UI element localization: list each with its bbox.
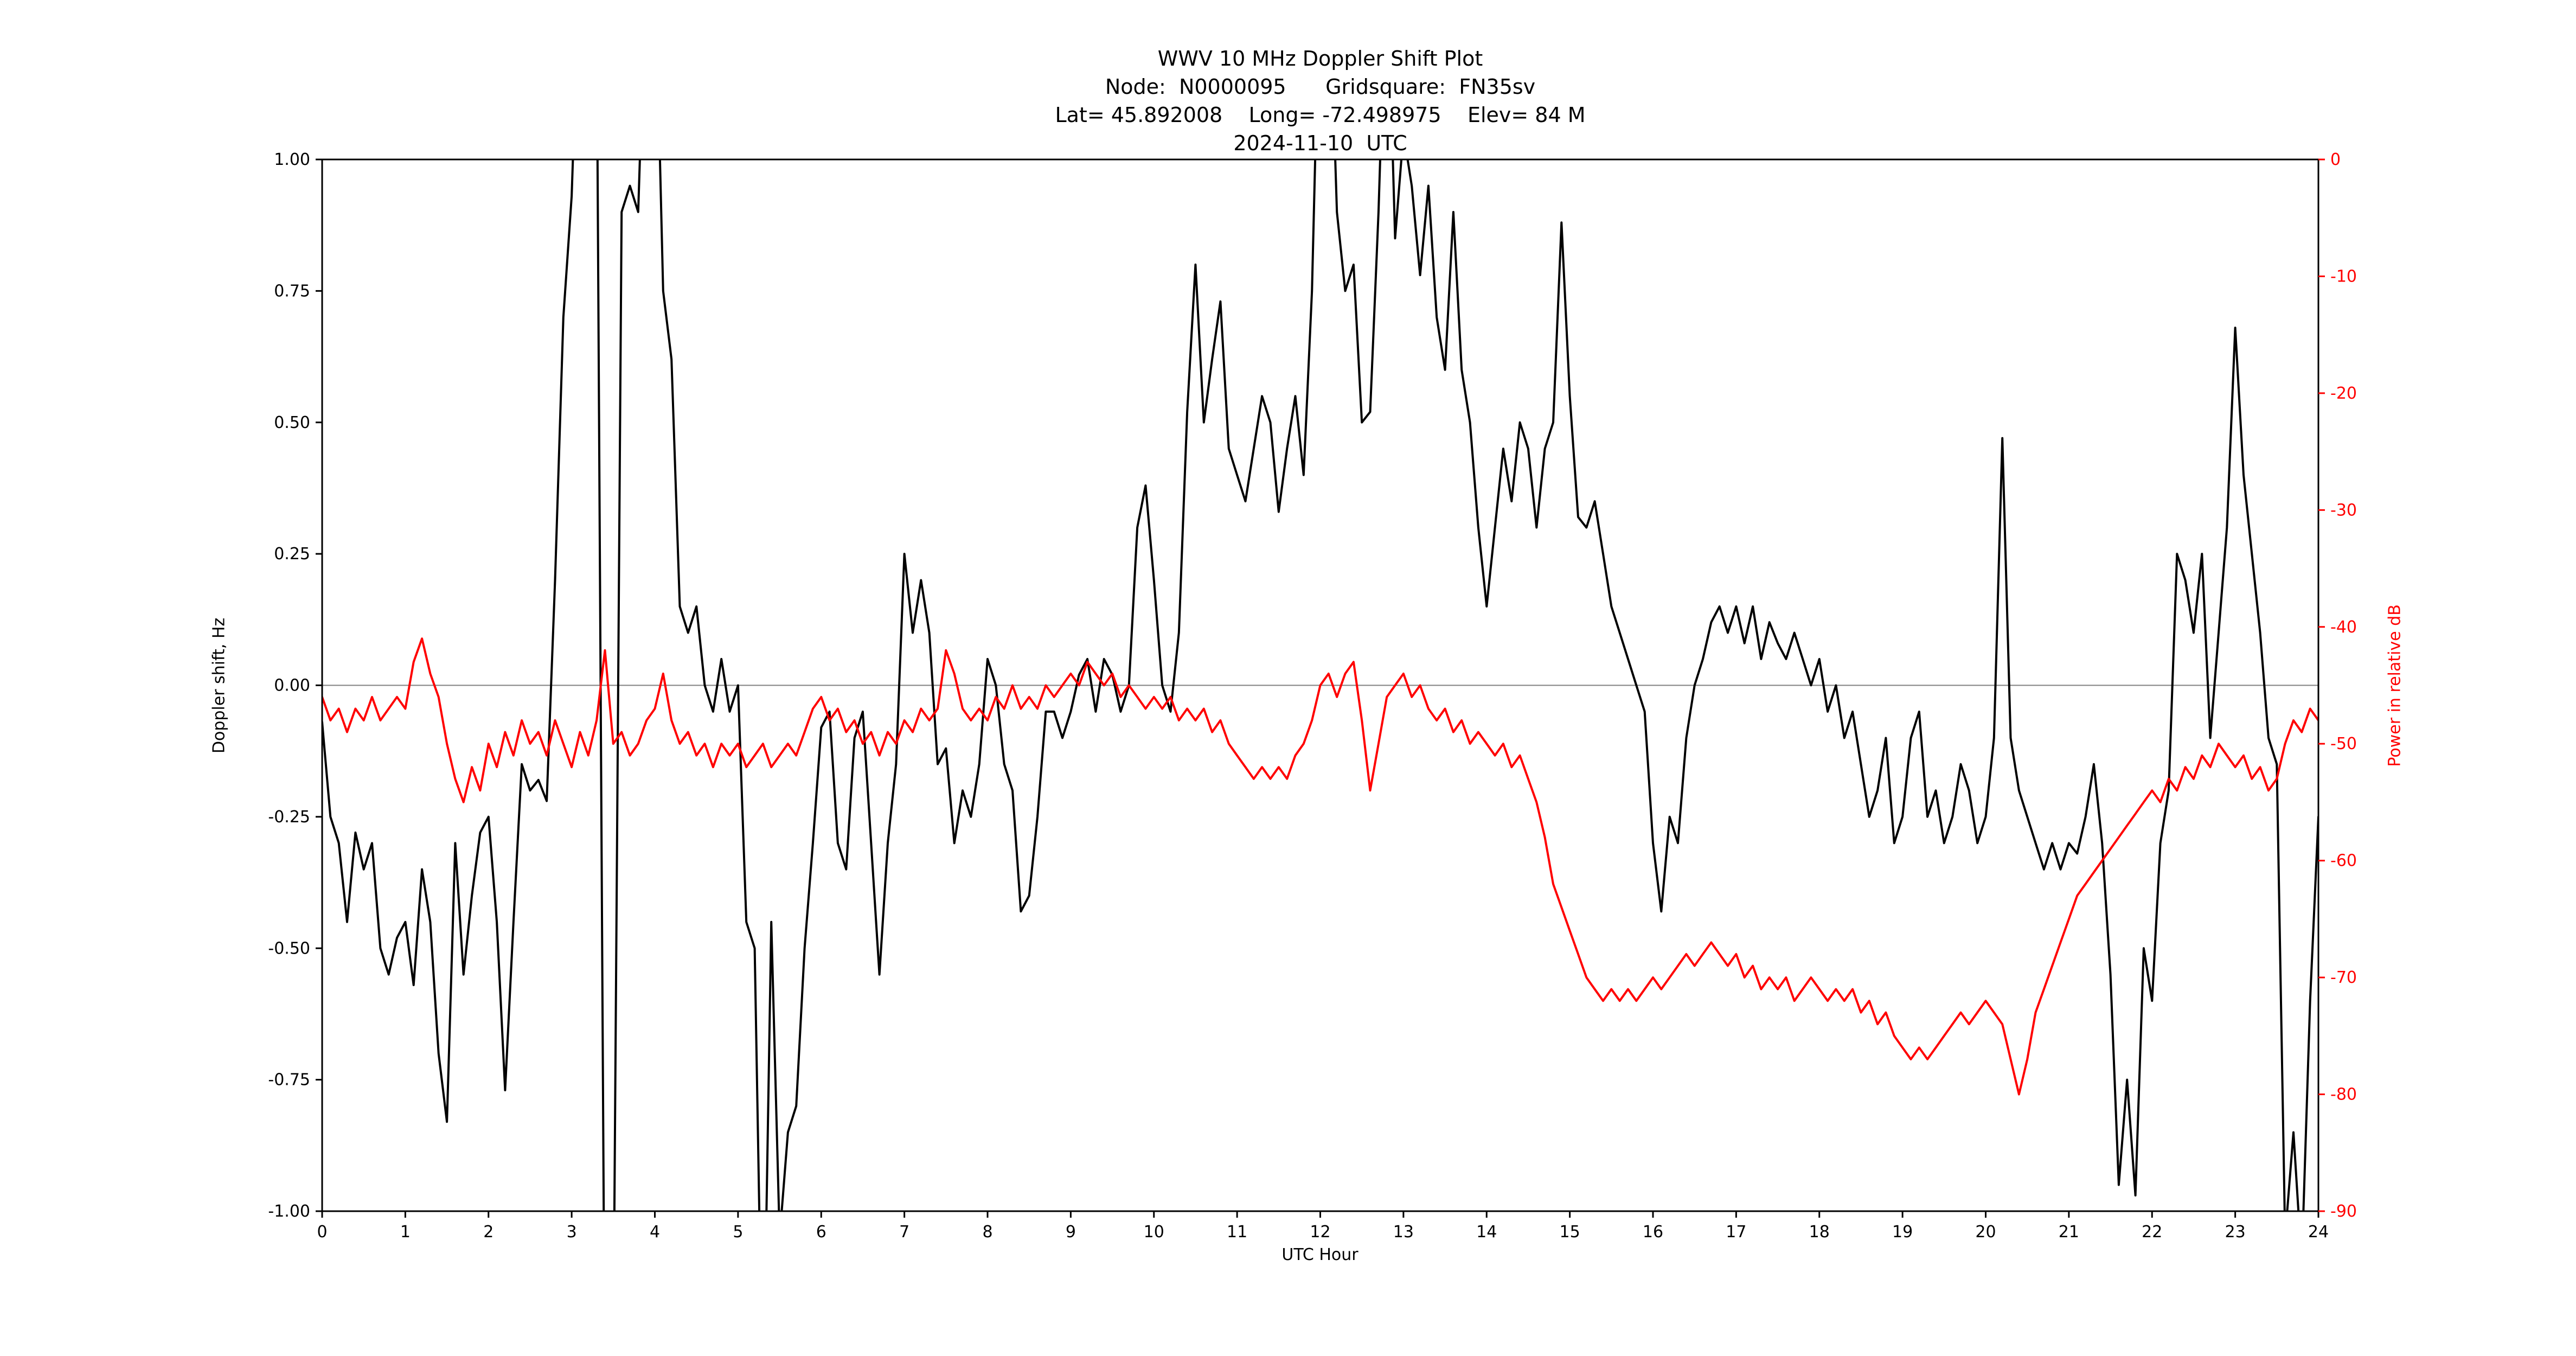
x-tick-label: 24 [2308,1223,2329,1242]
y-left-tick-label: 0.75 [274,282,310,300]
chart-title-block: WWV 10 MHz Doppler Shift Plot Node: N000… [322,44,2318,157]
x-tick-label: 17 [1726,1223,1746,1242]
x-tick-label: 11 [1227,1223,1247,1242]
x-tick-label: 9 [1066,1223,1076,1242]
x-tick-label: 5 [733,1223,743,1242]
chart-subtitle-coordinates: Lat= 45.892008 Long= -72.498975 Elev= 84… [1055,103,1586,127]
x-tick-label: 20 [1975,1223,1996,1242]
y-right-tick-label: -60 [2330,852,2357,871]
y-right-tick-label: -80 [2330,1085,2357,1104]
y-right-tick-label: 0 [2330,150,2341,169]
x-tick-label: 21 [2059,1223,2079,1242]
y-left-tick-label: -0.75 [268,1071,310,1090]
x-tick-label: 8 [982,1223,992,1242]
doppler-shift-line [322,159,2318,1211]
y-axis-label-left: Doppler shift, Hz [209,617,229,754]
x-tick-label: 19 [1892,1223,1913,1242]
x-tick-label: 3 [567,1223,577,1242]
y-right-tick-label: -40 [2330,618,2357,637]
x-tick-label: 14 [1476,1223,1497,1242]
y-left-tick-label: 1.00 [274,150,310,169]
y-left-tick-label: -0.25 [268,808,310,827]
x-tick-label: 12 [1310,1223,1330,1242]
x-tick-label: 1 [400,1223,411,1242]
x-tick-label: 18 [1809,1223,1830,1242]
x-tick-label: 6 [816,1223,826,1242]
x-axis-label: UTC Hour [1281,1245,1359,1264]
x-tick-label: 7 [899,1223,909,1242]
x-tick-label: 0 [317,1223,327,1242]
power-line [322,637,2318,1096]
y-axis-label-right: Power in relative dB [2385,604,2405,767]
y-left-tick-label: -1.00 [268,1202,310,1221]
y-right-tick-label: -50 [2330,734,2357,753]
x-tick-label: 2 [483,1223,494,1242]
y-right-tick-label: -20 [2330,384,2357,403]
y-right-tick-label: -70 [2330,968,2357,987]
x-tick-label: 10 [1144,1223,1164,1242]
x-tick-label: 16 [1643,1223,1663,1242]
y-right-tick-label: -10 [2330,267,2357,286]
chart-subtitle-node: Node: N0000095 Gridsquare: FN35sv [1105,75,1536,99]
y-right-tick-label: -90 [2330,1202,2357,1221]
x-tick-label: 4 [650,1223,660,1242]
chart-subtitle-date: 2024-11-10 UTC [1233,131,1407,155]
x-tick-label: 13 [1393,1223,1414,1242]
y-left-tick-label: 0.00 [274,676,310,695]
y-left-tick-label: -0.50 [268,939,310,958]
y-left-tick-label: 0.25 [274,545,310,564]
y-left-tick-label: 0.50 [274,413,310,432]
chart-title: WWV 10 MHz Doppler Shift Plot [1157,47,1483,71]
x-tick-label: 23 [2225,1223,2246,1242]
x-tick-label: 15 [1560,1223,1580,1242]
y-right-tick-label: -30 [2330,501,2357,520]
x-tick-label: 22 [2142,1223,2162,1242]
